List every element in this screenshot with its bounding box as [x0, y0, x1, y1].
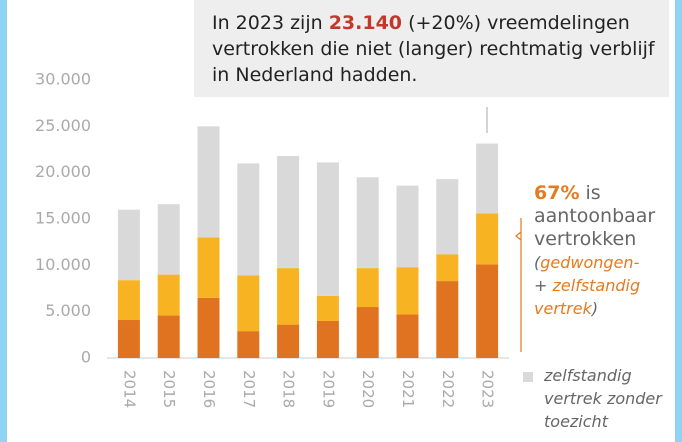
- y-tick-label: 30.000: [35, 70, 91, 89]
- bar-segment: [356, 307, 379, 358]
- legend-swatch: [523, 372, 533, 382]
- x-tick-label: 2020: [359, 370, 377, 408]
- chart: 0 5.000 10.000 15.000 20.000 25.000 30.000 2014…: [35, 70, 522, 408]
- bar-segment: [436, 254, 459, 282]
- legend: zelfstandig vertrek zonder toezicht: [523, 364, 674, 433]
- bar-segment: [117, 280, 140, 321]
- bar-segment: [157, 315, 180, 358]
- panel: 0 5.000 10.000 15.000 20.000 25.000 30.000 2014…: [7, 0, 675, 442]
- x-tick-label: 2014: [120, 370, 138, 408]
- bar-segment: [396, 314, 419, 358]
- bar-segment: [237, 331, 260, 358]
- bar-segment: [197, 126, 220, 238]
- annotation-text: In 2023 zijn: [212, 12, 329, 34]
- annotation-text: (+20%) vreemdelingen vertrokken die niet…: [212, 12, 655, 86]
- side-text: zelfstandig vertrek: [534, 276, 641, 318]
- side-text: +: [534, 276, 553, 295]
- annotation: In 2023 zijn 23.140 (+20%) vreemdelingen…: [194, 0, 669, 97]
- bar-segment: [396, 267, 419, 315]
- x-tick-label: 2019: [319, 370, 337, 408]
- bar-segment: [197, 297, 220, 358]
- bar-segment: [476, 264, 499, 358]
- bar-segment: [316, 295, 339, 321]
- x-tick-label: 2015: [160, 370, 178, 408]
- bar-segment: [157, 274, 180, 316]
- bar-segment: [316, 320, 339, 358]
- side-percent: 67%: [534, 182, 580, 204]
- bracket: [515, 218, 522, 352]
- x-tick-label: 2021: [399, 370, 417, 408]
- x-tick-label: 2022: [439, 370, 457, 408]
- annotation-number: 23.140: [328, 12, 403, 34]
- side-text: is aantoonbaar vertrokken: [534, 182, 656, 250]
- bar-segment: [476, 143, 499, 214]
- bar-segment: [157, 204, 180, 275]
- side-text: gedwongen-: [540, 253, 640, 272]
- x-tick-label: 2016: [200, 370, 218, 408]
- bar-segment: [396, 185, 419, 268]
- bar-segment: [277, 324, 300, 358]
- bar-segment: [197, 237, 220, 298]
- bar-segment: [117, 320, 140, 358]
- y-tick-label: 25.000: [35, 116, 91, 135]
- y-tick-label: 5.000: [45, 301, 91, 320]
- bar-segment: [436, 281, 459, 358]
- bar-segment: [356, 268, 379, 308]
- bar-segment: [117, 209, 140, 281]
- y-tick-label: 15.000: [35, 209, 91, 228]
- bar-segment: [436, 179, 459, 255]
- x-tick-label: 2018: [280, 370, 298, 408]
- bar-segment: [237, 275, 260, 332]
- side-text: (: [534, 253, 541, 272]
- y-tick-label: 20.000: [35, 162, 91, 181]
- bar-segment: [476, 213, 499, 265]
- side-note: 67% is aantoonbaar vertrokken (gedwongen-…: [534, 182, 656, 320]
- bar-segment: [277, 155, 300, 269]
- y-tick-label: 10.000: [35, 255, 91, 274]
- side-text: ): [591, 299, 599, 318]
- y-tick-label: 0: [81, 348, 91, 367]
- bar-segment: [237, 163, 260, 276]
- bar-segment: [316, 162, 339, 296]
- bar-segment: [277, 268, 300, 325]
- bar-segment: [356, 177, 379, 269]
- x-tick-label: 2017: [240, 370, 258, 408]
- x-tick-label: 2023: [479, 370, 497, 408]
- legend-label: zelfstandig vertrek zonder toezicht: [544, 366, 662, 431]
